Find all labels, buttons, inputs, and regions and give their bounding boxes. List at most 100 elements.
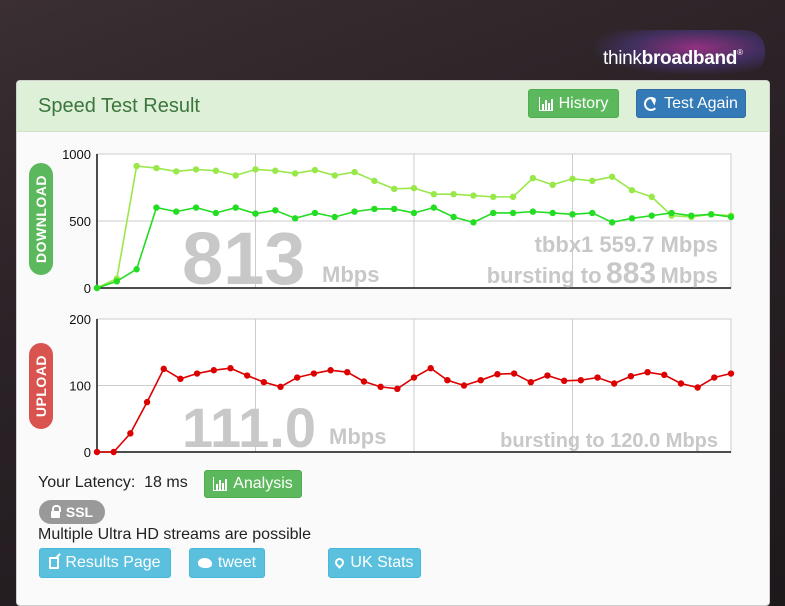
upload-data-point	[544, 372, 551, 379]
download-data-point	[212, 209, 220, 217]
bar-chart-icon	[538, 96, 553, 111]
download-data-point	[212, 167, 220, 174]
upload-data-point	[193, 370, 201, 377]
thinkbroadband-logo: thinkbroadband®	[595, 30, 765, 74]
download-chart: 813 Mbps tbbx1 559.7 Mbps bursting to 88…	[62, 147, 735, 300]
download-data-point	[272, 167, 279, 174]
download-data-point	[173, 168, 180, 175]
download-data-point	[648, 193, 655, 201]
tweet-button[interactable]: tweet	[189, 548, 265, 578]
download-data-point	[371, 205, 378, 213]
tweet-label: tweet	[217, 554, 257, 571]
download-data-point	[371, 177, 378, 184]
download-data-point	[589, 177, 596, 184]
download-data-point	[688, 212, 695, 219]
upload-data-point	[143, 398, 151, 406]
download-badge: DOWNLOAD	[29, 163, 53, 275]
download-data-point	[272, 207, 279, 214]
panel-header: Speed Test Result History Test Again	[17, 81, 769, 132]
upload-chart: 111.0 Mbps bursting to 120.0 Mbps 0 100 20…	[69, 312, 735, 460]
upload-data-point	[310, 370, 318, 377]
latency-row: Your Latency: 18 ms	[38, 474, 188, 492]
download-data-point	[727, 213, 735, 221]
download-data-point	[529, 174, 537, 182]
history-label: History	[558, 94, 609, 112]
download-data-point	[549, 209, 556, 217]
download-ytick-label: 0	[84, 281, 91, 296]
download-data-point	[93, 284, 101, 292]
upload-data-point	[694, 384, 701, 391]
upload-data-point	[510, 370, 518, 377]
download-data-point	[153, 164, 160, 172]
upload-unit: Mbps	[329, 424, 386, 449]
streams-text: Multiple Ultra HD streams are possible	[38, 526, 311, 543]
download-bursting-value: 883	[606, 257, 656, 290]
upload-badge: UPLOAD	[29, 343, 53, 429]
logo-registered: ®	[737, 48, 743, 57]
analysis-button[interactable]: Analysis	[204, 470, 302, 498]
download-data-point	[291, 170, 299, 177]
upload-data-point	[277, 383, 284, 391]
upload-data-point	[394, 385, 401, 393]
upload-data-point	[577, 376, 585, 384]
upload-ytick-label: 0	[84, 445, 91, 460]
latency-label: Your Latency:	[38, 474, 136, 491]
logo-text-bold: broadband	[641, 48, 738, 69]
upload-data-point	[527, 378, 534, 386]
upload-data-point	[377, 383, 384, 391]
download-data-point	[232, 172, 239, 179]
history-button[interactable]: History	[528, 89, 619, 118]
download-gridlines	[96, 154, 731, 289]
speed-test-panel: Speed Test Result History Test Again DOW…	[16, 80, 770, 606]
upload-data-point	[494, 370, 501, 378]
upload-data-point	[410, 374, 418, 381]
download-data-point	[410, 184, 418, 192]
bar-chart-icon	[213, 477, 228, 491]
download-ytick-label: 1000	[62, 147, 91, 162]
upload-data-point	[260, 378, 268, 386]
download-big-value: 813	[182, 217, 305, 300]
upload-bursting-unit: Mbps	[666, 430, 718, 452]
download-data-point	[450, 213, 457, 221]
upload-data-point	[160, 365, 167, 373]
download-data-point	[608, 219, 616, 226]
download-data-point	[311, 209, 319, 217]
download-data-point	[430, 204, 438, 211]
download-data-point	[509, 209, 517, 217]
download-data-point	[133, 162, 140, 170]
upload-data-point	[360, 378, 368, 385]
download-data-point	[628, 186, 636, 194]
logo-glow	[595, 30, 765, 74]
uk-stats-button[interactable]: UK Stats	[328, 548, 421, 578]
upload-data-point	[477, 376, 484, 384]
download-data-point	[450, 191, 457, 198]
results-page-label: Results Page	[65, 554, 161, 571]
results-page-button[interactable]: Results Page	[39, 548, 171, 578]
upload-series	[93, 365, 735, 456]
upload-big-value: 111.0	[182, 396, 316, 459]
upload-data-point	[711, 374, 718, 381]
download-unit: Mbps	[322, 262, 379, 287]
lock-icon	[50, 504, 61, 518]
download-data-point	[470, 219, 477, 226]
upload-data-point	[294, 374, 301, 381]
download-data-point	[390, 205, 398, 213]
upload-data-point	[444, 376, 451, 384]
upload-data-point	[560, 377, 568, 385]
download-data-point	[628, 215, 636, 222]
download-data-point	[390, 185, 398, 193]
upload-data-point	[243, 372, 251, 379]
download-data-point	[351, 168, 358, 176]
download-data-point	[569, 175, 576, 182]
upload-data-point	[227, 365, 234, 372]
test-again-button[interactable]: Test Again	[636, 89, 746, 118]
download-server-speed: tbbx1 559.7 Mbps	[535, 232, 718, 257]
download-data-point	[331, 213, 338, 221]
download-data-point	[173, 208, 180, 215]
download-data-point	[291, 215, 299, 222]
download-bursting-prefix: bursting to	[487, 263, 602, 288]
latency-value: 18 ms	[144, 474, 188, 491]
upload-data-point	[594, 374, 601, 381]
upload-data-point	[177, 375, 184, 383]
download-data-point	[470, 192, 477, 199]
